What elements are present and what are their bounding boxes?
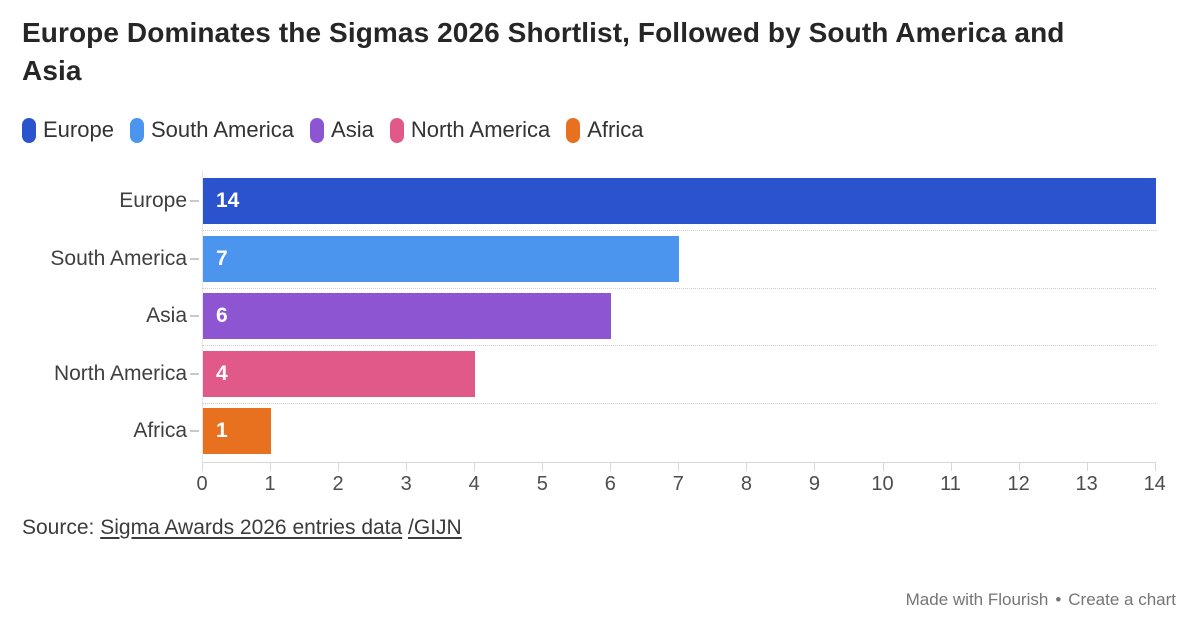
x-axis-tick — [1018, 462, 1020, 471]
x-axis-tick — [202, 462, 203, 471]
legend-swatch-icon — [310, 117, 325, 143]
y-axis-tick — [190, 430, 199, 433]
x-axis-tick — [542, 462, 544, 471]
x-axis-tick-label: 9 — [808, 473, 820, 495]
legend-item-europe[interactable]: Europe — [22, 117, 114, 143]
made-with-flourish-link[interactable]: Made with Flourish — [905, 590, 1049, 609]
x-axis-tick — [746, 462, 748, 471]
legend-label: South America — [150, 117, 295, 142]
category-label: Europe — [119, 189, 187, 212]
x-axis-tick-label: 5 — [536, 473, 548, 495]
chart-title: Europe Dominates the Sigmas 2026 Shortli… — [22, 14, 1182, 90]
bar-row-africa: Africa 1 — [0, 408, 1200, 455]
legend-label: North America — [410, 117, 551, 142]
dotted-gridline — [202, 230, 1156, 231]
chart-title-line1: Europe Dominates the Sigmas 2026 Shortli… — [22, 17, 1065, 48]
x-axis-tick — [474, 462, 476, 471]
legend-label: Europe — [43, 117, 114, 142]
bar-africa[interactable]: 1 — [203, 408, 272, 455]
legend-item-africa[interactable]: Africa — [566, 117, 643, 143]
flourish-credit: Made with Flourish • Create a chart — [906, 590, 1176, 610]
chart-title-line2: Asia — [22, 55, 82, 86]
category-label: Africa — [133, 419, 187, 443]
legend-swatch-icon — [22, 117, 36, 143]
y-axis-tick — [190, 372, 199, 375]
credit-separator: • — [1055, 590, 1062, 609]
bar-value-label: 1 — [216, 419, 228, 443]
x-axis-tick — [1154, 462, 1156, 471]
source-prefix: Source: — [22, 516, 101, 539]
category-label: Asia — [146, 304, 187, 328]
category-label: South America — [50, 246, 187, 270]
legend: Europe South America Asia North America … — [22, 117, 643, 143]
bar-value-label: 6 — [216, 304, 228, 328]
x-axis-tick-label: 13 — [1075, 473, 1098, 495]
x-axis-tick-label: 7 — [672, 473, 684, 495]
x-axis-tick-label: 0 — [196, 473, 208, 495]
bar-south-america[interactable]: 7 — [203, 235, 680, 282]
x-axis-tick-label: 8 — [740, 473, 752, 495]
legend-swatch-icon — [129, 117, 144, 143]
dotted-gridline — [202, 287, 1156, 289]
y-axis-tick — [190, 315, 199, 318]
dotted-gridline — [202, 402, 1156, 404]
y-axis-tick — [190, 257, 199, 260]
source-line: Source: Sigma Awards 2026 entries data /… — [22, 516, 462, 540]
x-axis-tick — [610, 462, 612, 471]
legend-swatch-icon — [389, 117, 404, 143]
bar-value-label: 4 — [216, 361, 228, 385]
bar-north-america[interactable]: 4 — [203, 350, 476, 397]
source-link-gijn[interactable]: /GIJN — [408, 516, 462, 539]
x-axis-tick-label: 14 — [1143, 473, 1166, 495]
x-axis-tick — [1086, 462, 1088, 471]
legend-swatch-icon — [566, 117, 581, 143]
x-axis-tick — [338, 462, 340, 471]
x-axis-tick — [814, 462, 816, 471]
x-axis-tick-label: 1 — [264, 473, 276, 495]
x-axis-tick — [270, 462, 272, 471]
x-axis-tick — [950, 462, 952, 471]
y-axis-line — [202, 170, 203, 462]
category-label: North America — [53, 361, 187, 385]
legend-label: Africa — [587, 117, 644, 142]
bar-value-label: 14 — [216, 189, 240, 212]
bar-row-north-america: North America 4 — [0, 350, 1200, 397]
bar-europe[interactable]: 14 — [203, 178, 1156, 224]
x-axis-tick-label: 10 — [871, 473, 894, 495]
source-link-sigma[interactable]: Sigma Awards 2026 entries data — [100, 516, 403, 539]
bar-row-europe: Europe 14 — [0, 178, 1200, 224]
x-axis-tick-label: 3 — [400, 473, 412, 495]
bar-row-south-america: South America 7 — [0, 235, 1200, 282]
x-axis-tick — [882, 462, 884, 471]
y-axis-tick — [190, 200, 199, 202]
x-axis-tick-label: 2 — [332, 473, 344, 495]
legend-item-south-america[interactable]: South America — [129, 117, 295, 143]
dotted-gridline — [202, 345, 1156, 347]
x-axis-tick-label: 6 — [604, 473, 616, 495]
x-axis-tick-label: 4 — [468, 473, 480, 495]
bar-row-asia: Asia 6 — [0, 293, 1200, 340]
bar-asia[interactable]: 6 — [203, 293, 612, 340]
x-axis-tick-label: 11 — [940, 473, 961, 495]
legend-item-asia[interactable]: Asia — [310, 117, 374, 143]
x-axis-tick — [678, 462, 680, 471]
bar-value-label: 7 — [216, 246, 228, 270]
x-axis-tick-label: 12 — [1007, 473, 1030, 495]
legend-item-north-america[interactable]: North America — [389, 117, 551, 143]
x-axis-tick — [406, 462, 408, 471]
legend-label: Asia — [331, 117, 374, 142]
bar-chart-plot: Europe 14 South America 7 Asia 6 North A… — [0, 170, 1200, 510]
create-a-chart-link[interactable]: Create a chart — [1068, 590, 1176, 609]
